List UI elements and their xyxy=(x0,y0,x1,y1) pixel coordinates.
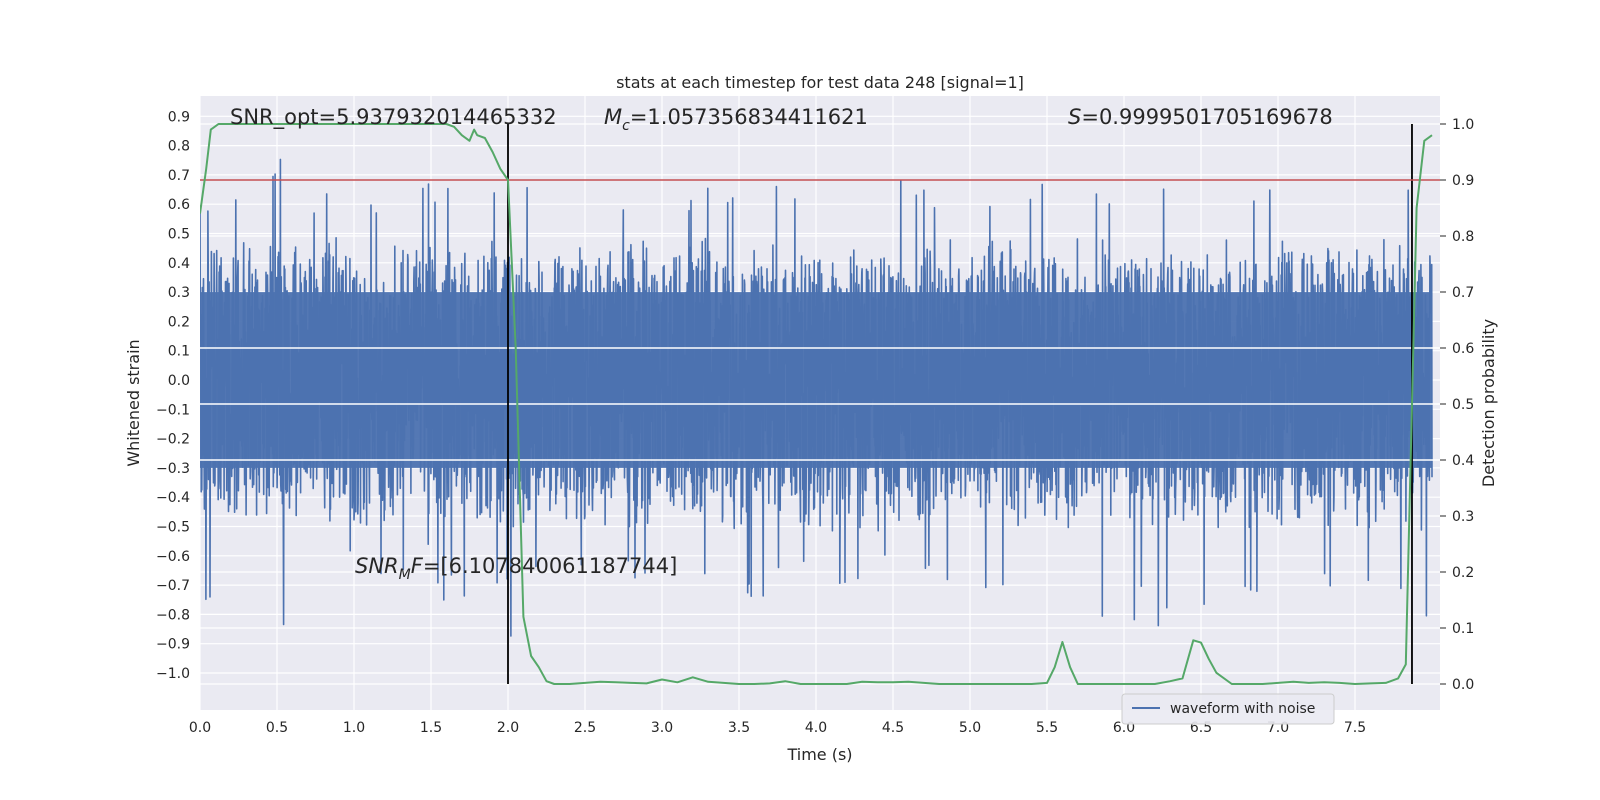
mc-value: =1.057356834411621 xyxy=(630,105,868,129)
x-tick-label: 3.5 xyxy=(728,720,750,736)
x-tick-label: 1.0 xyxy=(343,720,365,736)
y-tick-label: −0.9 xyxy=(156,637,190,653)
y2-tick-label: 0.0 xyxy=(1452,677,1474,693)
y2-tick-label: 1.0 xyxy=(1452,117,1474,133)
y-tick-label: −0.4 xyxy=(156,490,190,506)
x-tick-label: 7.5 xyxy=(1344,720,1366,736)
x-tick-label: 1.5 xyxy=(420,720,442,736)
series-detection-probability xyxy=(200,123,1433,685)
y-tick-label: 0.9 xyxy=(168,109,190,125)
y-tick-label: −0.5 xyxy=(156,520,190,536)
y2-tick-label: 0.3 xyxy=(1452,509,1474,525)
y2-tick-label: 0.1 xyxy=(1452,621,1474,637)
x-tick-label: 2.0 xyxy=(497,720,519,736)
y-tick-label: −0.6 xyxy=(156,549,190,565)
y-axis-label: Whitened strain xyxy=(124,339,143,466)
series-layer xyxy=(200,158,1440,637)
snrmf-symbol2: F xyxy=(411,554,424,578)
tick-labels: 0.0 0.5 1.0 1.5 2.0 2.5 3.0 3.5 4.0 4.5 5.0 5.5 6.0 6… xyxy=(156,109,1474,736)
y-tick-label: 0.7 xyxy=(168,168,190,184)
x-tick-label: 2.5 xyxy=(574,720,596,736)
snrmf-value: =[6.107840061187744] xyxy=(423,554,677,578)
mc-symbol: M xyxy=(604,105,622,129)
x-tick-label: 0.0 xyxy=(189,720,211,736)
y-tick-label: −0.3 xyxy=(156,461,190,477)
y-tick-label: −0.2 xyxy=(156,432,190,448)
legend-box xyxy=(1121,693,1335,725)
series-waveform-core xyxy=(200,292,1432,468)
y-tick-label: −0.7 xyxy=(156,578,190,594)
snrmf-subscript: M xyxy=(399,567,411,583)
annotation-snr-opt: SNR_opt=5.937932014465332 xyxy=(230,105,557,130)
y2-tick-label: 0.4 xyxy=(1452,453,1474,469)
y2-axis-label: Detection probability xyxy=(1479,319,1498,487)
chart-title: stats at each timestep for test data 248… xyxy=(616,73,1024,92)
y2-tick-label: 0.2 xyxy=(1452,565,1474,581)
y-tick-label: −1.0 xyxy=(156,666,190,682)
s-value: =0.9999501705169678 xyxy=(1081,105,1332,129)
annotation-s: S=0.9999501705169678 xyxy=(1068,105,1333,129)
y-tick-label: −0.8 xyxy=(156,607,190,623)
y2-tick-label: 0.7 xyxy=(1452,285,1474,301)
y2-tick-label: 0.5 xyxy=(1452,397,1474,413)
y-tick-label: 0.6 xyxy=(168,197,190,213)
y-tick-label: −0.1 xyxy=(156,402,190,418)
y-tick-label: 0.3 xyxy=(168,285,190,301)
y2-tick-label: 0.6 xyxy=(1452,341,1474,357)
x-axis-label: Time (s) xyxy=(786,745,852,764)
y2-tick-label: 0.8 xyxy=(1452,229,1474,245)
y-tick-label: 0.8 xyxy=(168,139,190,155)
probability-layer xyxy=(200,123,1440,685)
y-tick-label: 0.0 xyxy=(168,373,190,389)
snrmf-symbol: SNR xyxy=(355,554,399,578)
legend: waveform with noise xyxy=(1121,693,1335,725)
x-tick-label: 3.0 xyxy=(651,720,673,736)
x-tick-label: 4.5 xyxy=(882,720,904,736)
x-tick-label: 0.5 xyxy=(266,720,288,736)
y2-tick-label: 0.9 xyxy=(1452,173,1474,189)
y-tick-label: 0.4 xyxy=(168,256,190,272)
x-tick-label: 4.0 xyxy=(805,720,827,736)
annotation-snr-mf: SNRMF=[6.107840061187744] xyxy=(355,554,677,583)
annotation-chirp-mass: Mc=1.057356834411621 xyxy=(604,105,868,134)
x-tick-label: 5.5 xyxy=(1036,720,1058,736)
legend-entry: waveform with noise xyxy=(1170,701,1315,717)
mc-subscript: c xyxy=(622,118,630,134)
s-symbol: S xyxy=(1068,105,1081,129)
y-tick-label: 0.5 xyxy=(168,227,190,243)
y-tick-label: 0.1 xyxy=(168,344,190,360)
y-tick-label: 0.2 xyxy=(168,314,190,330)
x-tick-label: 5.0 xyxy=(959,720,981,736)
